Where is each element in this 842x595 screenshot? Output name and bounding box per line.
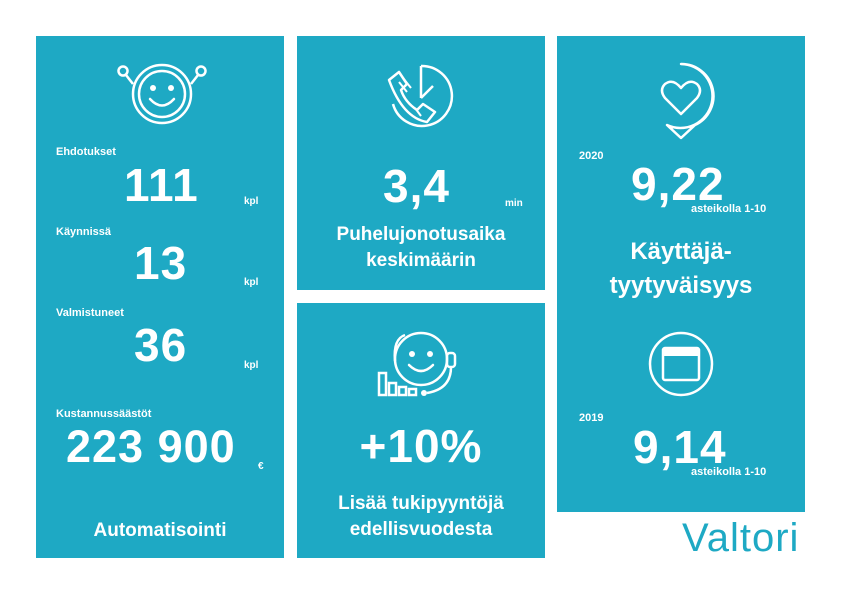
support-title-line1: Lisää tukipyyntöjä: [338, 493, 504, 514]
queue-unit: min: [505, 198, 523, 209]
phone-clock-icon: [381, 58, 461, 138]
queue-title-line2: keskimäärin: [366, 250, 476, 271]
automation-panel: Ehdotukset 111 kpl Käynnissä 13 kpl Valm…: [36, 36, 284, 558]
satisfaction-2019-value: 9,14: [633, 421, 727, 473]
savings-value: 223 900: [66, 421, 236, 472]
support-value: +10%: [359, 420, 483, 472]
queue-value: 3,4: [383, 160, 450, 212]
in-progress-value: 13: [134, 237, 188, 289]
in-progress-unit: kpl: [244, 277, 259, 288]
satisfaction-panel: 2020 9,22 asteikolla 1-10 Käyttäjä- tyyt…: [557, 36, 805, 512]
suggestions-unit: kpl: [244, 196, 259, 207]
heart-bubble-icon: [643, 58, 719, 144]
year-2019-label: 2019: [579, 412, 604, 424]
satisfaction-2020-value: 9,22: [631, 158, 725, 210]
support-agent-icon: [375, 325, 469, 405]
support-title-line2: edellisvuodesta: [349, 519, 493, 540]
completed-value: 36: [134, 319, 188, 371]
smiley-robot-icon: [114, 58, 210, 130]
satisfaction-title-line1: Käyttäjä-: [630, 238, 732, 265]
satisfaction-2020-scale: asteikolla 1-10: [691, 203, 767, 215]
savings-label: Kustannussäästöt: [56, 408, 152, 420]
queue-title-line1: Puhelujonotusaika: [336, 224, 506, 245]
in-progress-label: Käynnissä: [56, 226, 112, 238]
savings-unit: €: [258, 461, 264, 472]
suggestions-value: 111: [124, 159, 199, 211]
satisfaction-2019-scale: asteikolla 1-10: [691, 466, 767, 478]
satisfaction-title-line2: tyytyväisyys: [609, 272, 753, 299]
queue-panel: 3,4 min Puhelujonotusaika keskimäärin: [297, 36, 545, 290]
completed-unit: kpl: [244, 360, 259, 371]
automation-title: Automatisointi: [93, 520, 227, 541]
support-panel: +10% Lisää tukipyyntöjä edellisvuodesta: [297, 303, 545, 558]
suggestions-label: Ehdotukset: [56, 146, 116, 158]
calendar-icon: [647, 330, 715, 398]
completed-label: Valmistuneet: [56, 307, 124, 319]
year-2020-label: 2020: [579, 150, 604, 162]
valtori-logo: Valtori: [682, 516, 800, 560]
